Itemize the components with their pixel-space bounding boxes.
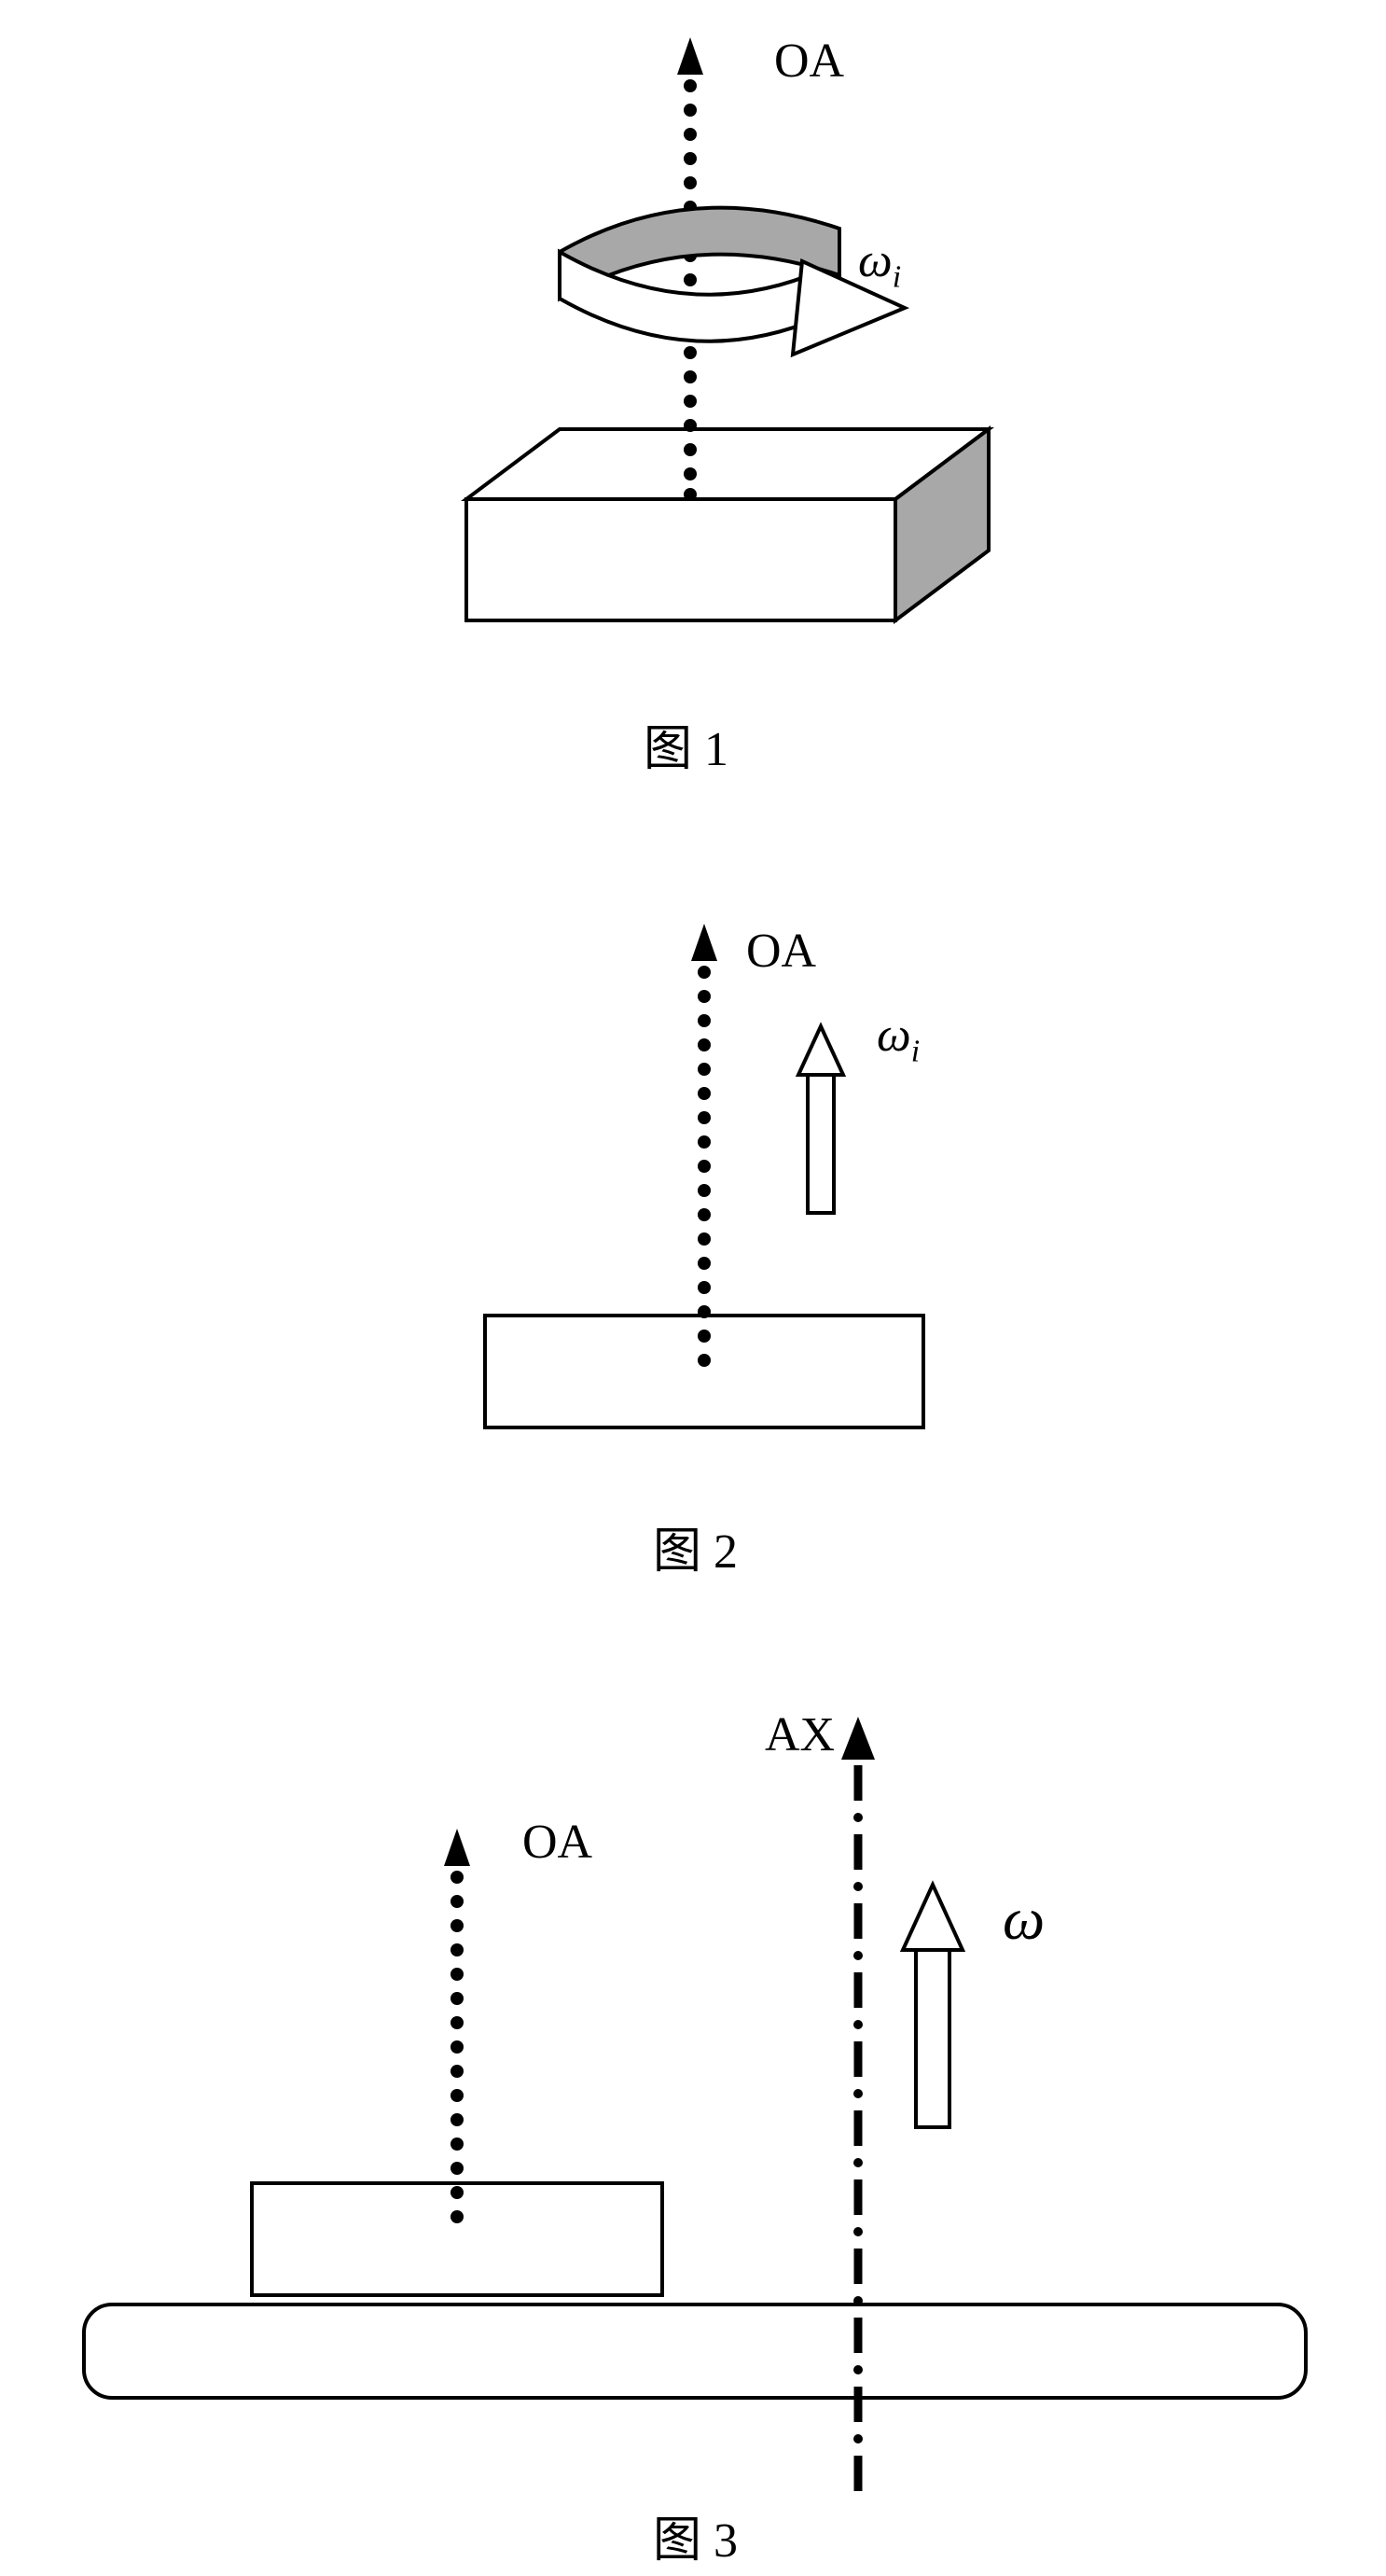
fig3-omega-arrow [903,1885,963,2127]
fig1-oa-label: OA [774,34,844,89]
fig2-omega-arrow [798,1026,843,1213]
fig2-axis-oa [691,924,717,1367]
fig3-caption: 图 3 [653,2500,738,2570]
page: OA ωi 图 1 [0,0,1386,2576]
fig3-ax-label: AX [765,1707,835,1762]
fig1-rotation-arrow [560,208,905,355]
fig1-box [466,429,989,620]
fig3-omega-label: ω [1003,1885,1045,1954]
fig2-oa-label: OA [746,924,816,979]
fig1-caption: 图 1 [644,709,728,779]
fig3-svg [0,1679,1386,2575]
fig3-axis-oa [444,1829,470,2223]
fig3-oa-label: OA [522,1815,592,1870]
fig1-omega-label: ωi [858,233,901,295]
fig2-omega-label: ωi [877,1008,920,1069]
fig1-svg [0,0,1386,765]
fig3-small-rect [252,2183,662,2295]
fig2-svg [0,877,1386,1605]
fig3-base-rect [84,2304,1306,2398]
fig2-caption: 图 2 [653,1511,738,1581]
